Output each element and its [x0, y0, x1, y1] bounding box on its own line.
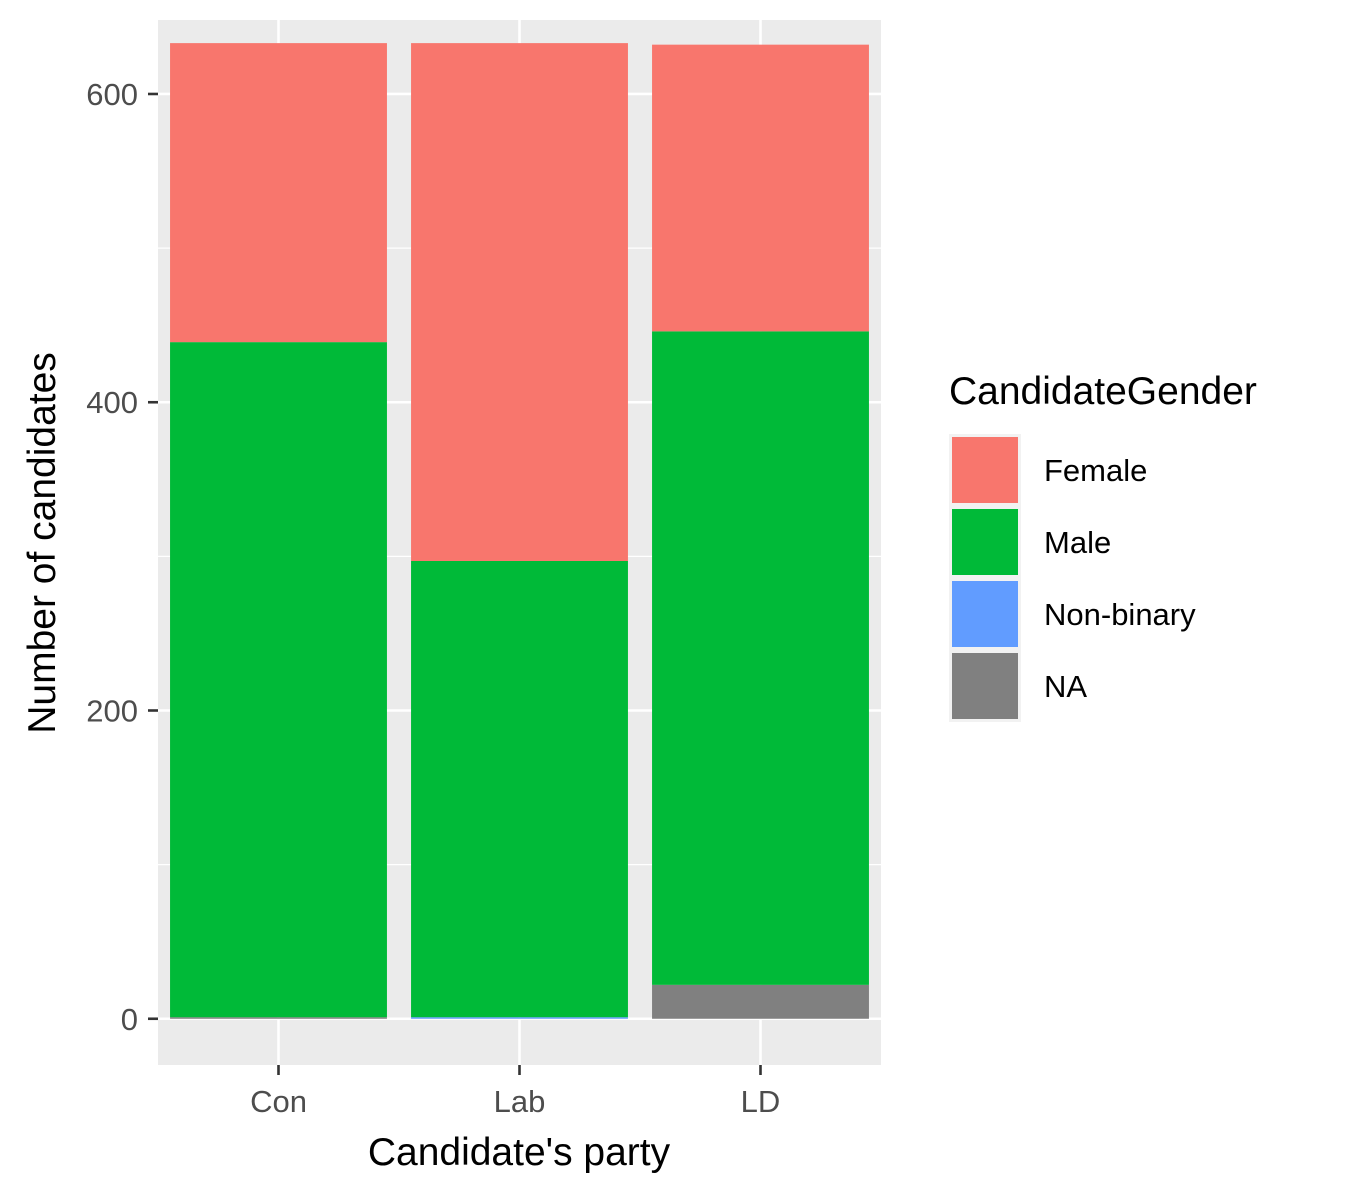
- x-tick-label: LD: [741, 1084, 781, 1119]
- y-tick-label: 400: [86, 385, 138, 420]
- y-tick-label: 600: [86, 77, 138, 112]
- bar-con-na: [170, 1017, 387, 1019]
- x-axis: Con Lab LD: [250, 1065, 780, 1119]
- y-tick-label: 0: [121, 1002, 138, 1037]
- legend: CandidateGender Female Male Non-binary NA: [949, 370, 1257, 722]
- y-tick-label: 200: [86, 694, 138, 729]
- bar-lab-male: [411, 560, 628, 1018]
- x-tick-label: Con: [250, 1084, 307, 1119]
- legend-title: CandidateGender: [949, 370, 1257, 413]
- legend-label: NA: [1044, 669, 1087, 704]
- bar-lab-female: [411, 43, 628, 561]
- bar-con-male: [170, 342, 387, 1018]
- x-axis-title: Candidate's party: [368, 1131, 671, 1174]
- bar-ld-na: [652, 984, 869, 1019]
- bar-lab-non-binary: [411, 1017, 628, 1019]
- legend-label: Female: [1044, 453, 1147, 488]
- legend-label: Non-binary: [1044, 597, 1196, 632]
- legend-swatch-male: [952, 509, 1018, 575]
- bars: [170, 43, 869, 1019]
- bar-ld-male: [652, 331, 869, 985]
- y-axis: 0 200 400 600: [86, 77, 158, 1037]
- legend-swatch-female: [952, 437, 1018, 503]
- y-axis-title: Number of candidates: [21, 352, 64, 734]
- bar-ld-female: [652, 44, 869, 332]
- x-tick-label: Lab: [494, 1084, 546, 1119]
- bar-con-female: [170, 43, 387, 343]
- legend-swatch-non-binary: [952, 581, 1018, 647]
- legend-label: Male: [1044, 525, 1111, 560]
- legend-swatch-na: [952, 653, 1018, 719]
